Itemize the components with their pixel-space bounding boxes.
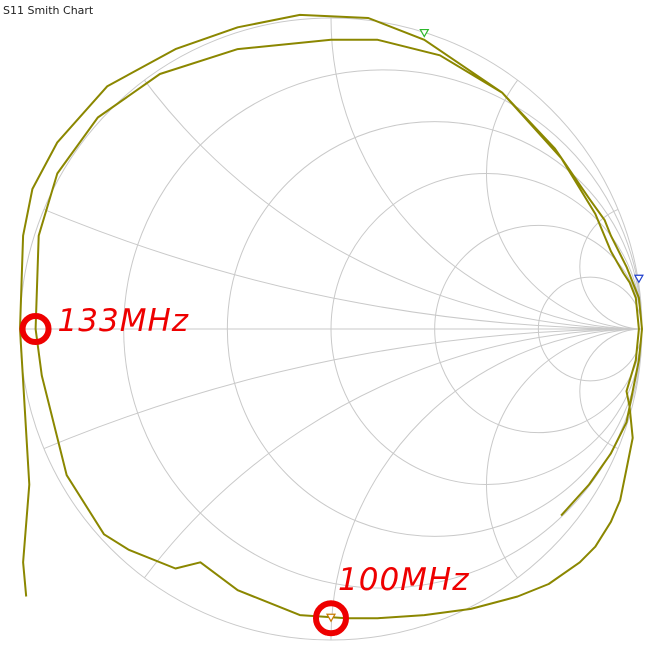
annotation-circle-133mhz bbox=[19, 313, 52, 345]
reactance-arc-neg-5 bbox=[579, 328, 642, 454]
marker-triangle-1 bbox=[419, 28, 430, 38]
reactance-arc-neg-2 bbox=[486, 328, 642, 640]
marker-triangle-3 bbox=[325, 613, 337, 623]
annotation-layer: 133MHz 100MHz bbox=[19, 303, 470, 637]
annotation-label-133mhz: 133MHz bbox=[58, 303, 190, 339]
reactance-arc-pos-1 bbox=[330, 18, 642, 330]
resistance-circle-5 bbox=[537, 276, 642, 382]
chart-title: S11 Smith Chart bbox=[3, 4, 94, 17]
reactance-arc-pos-5 bbox=[579, 204, 642, 330]
annotation-label-100mhz: 100MHz bbox=[338, 562, 470, 598]
reactance-arc-neg-1 bbox=[330, 328, 642, 640]
s11-trace-0 bbox=[19, 13, 643, 620]
marker-layer bbox=[325, 28, 644, 623]
trace-layer bbox=[19, 13, 643, 620]
reactance-arc-pos-0.5 bbox=[20, 18, 642, 330]
annotation-circle-100mhz bbox=[313, 600, 349, 637]
marker-triangle-2 bbox=[633, 274, 644, 284]
resistance-circle-0.2 bbox=[123, 69, 642, 589]
reactance-arc-pos-2 bbox=[486, 18, 642, 330]
